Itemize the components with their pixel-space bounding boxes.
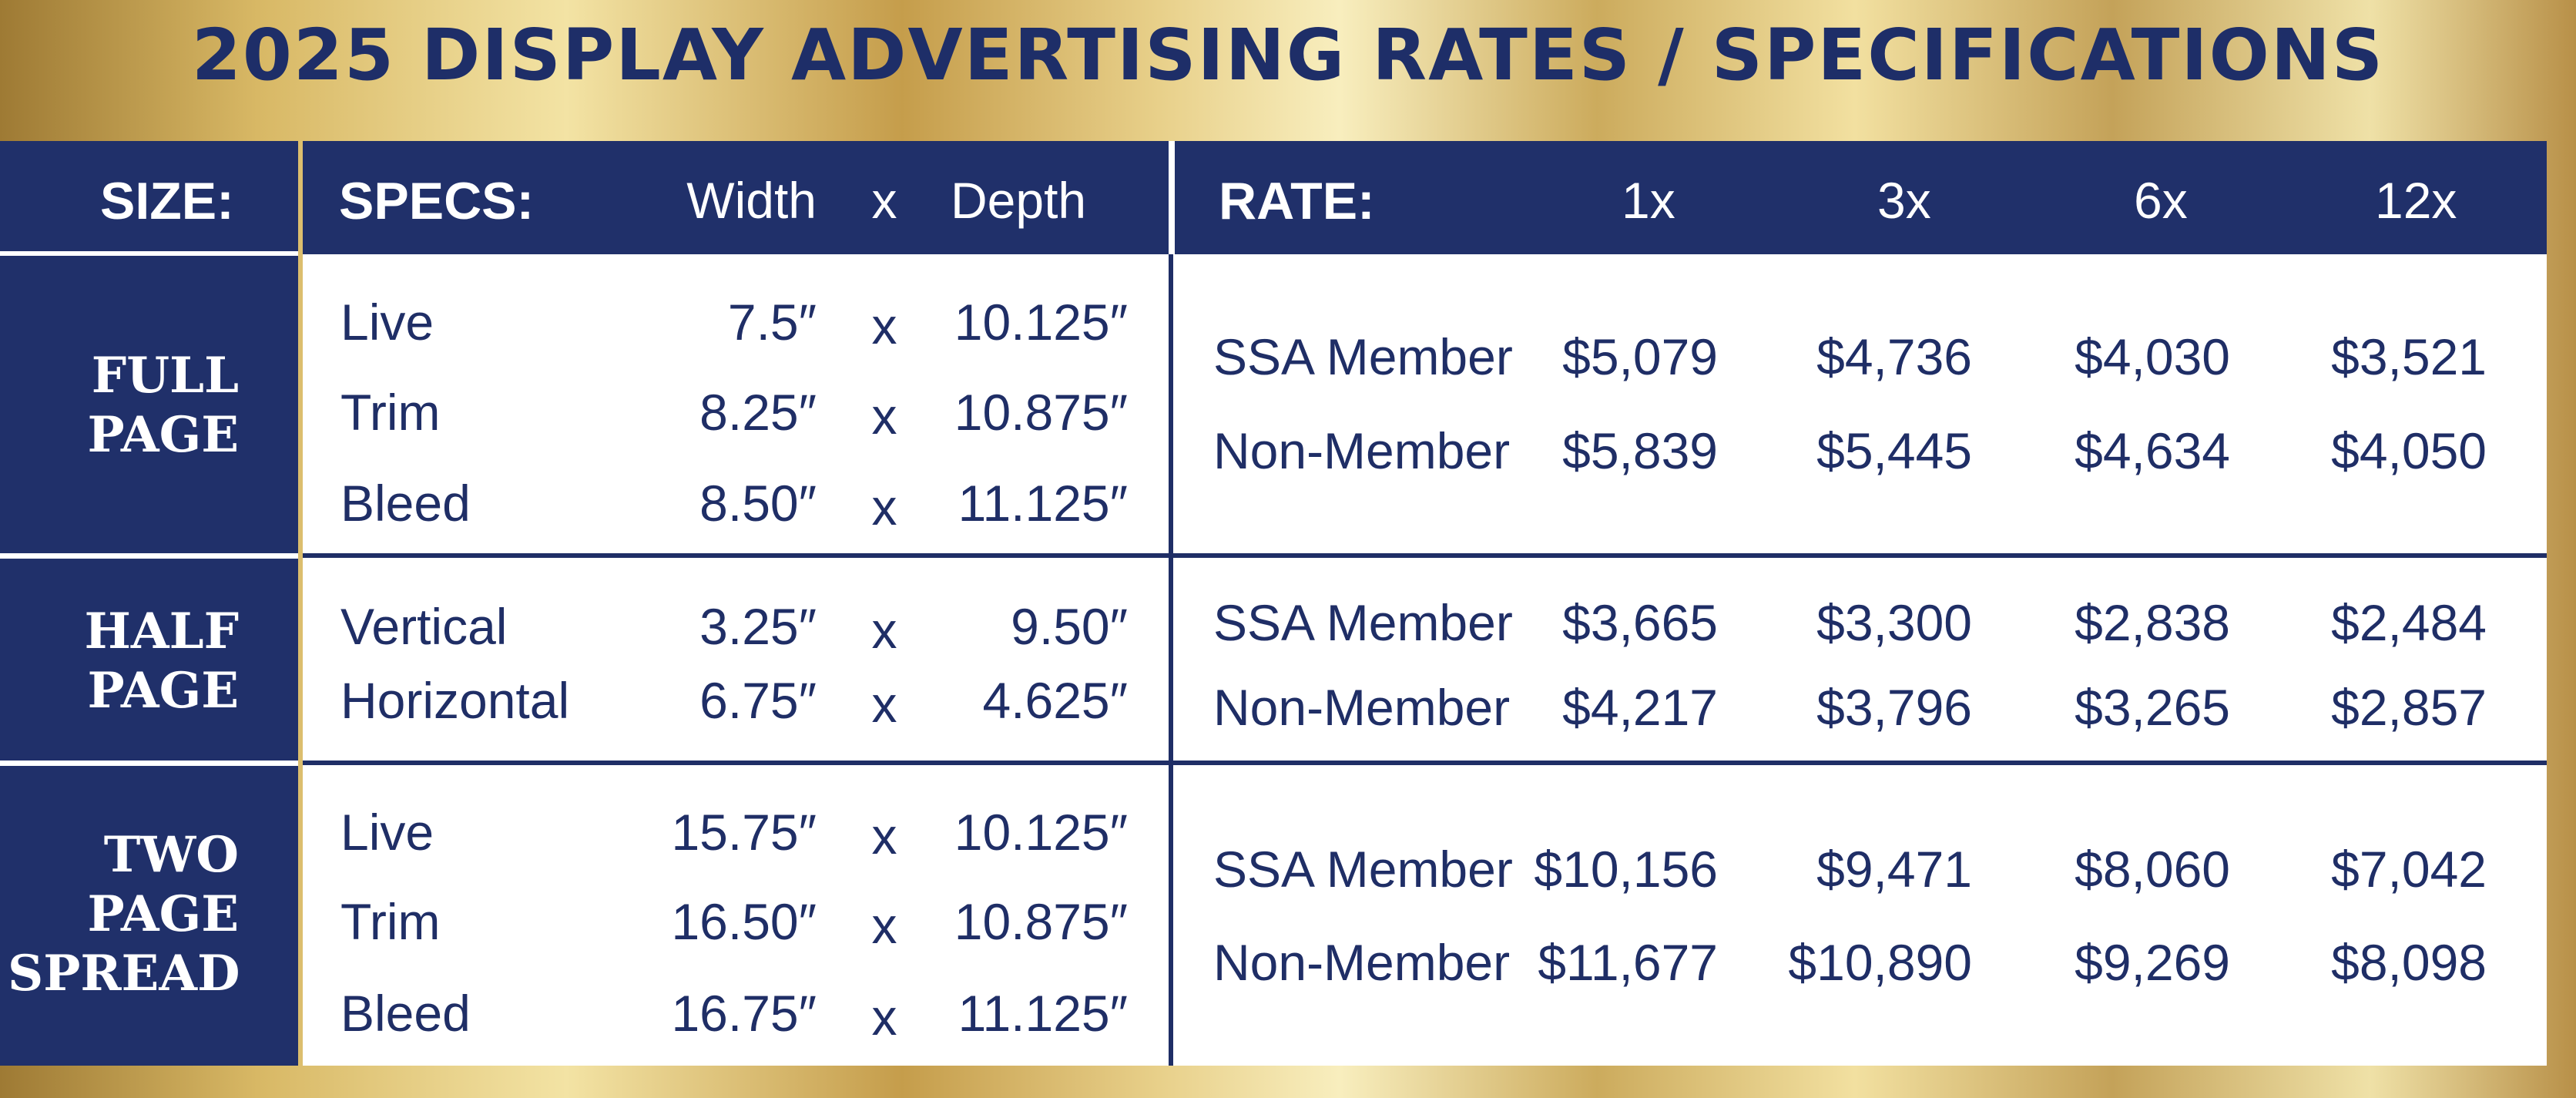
spec-depth: 10.125″ — [954, 804, 1128, 861]
spec-label: Live — [340, 804, 434, 861]
header-size: SIZE: — [100, 172, 234, 230]
spec-x: x — [871, 989, 897, 1046]
row-divider-2 — [303, 761, 2547, 765]
spec-x: x — [871, 297, 897, 354]
rate-value: $4,634 — [2075, 422, 2230, 479]
spec-width: 8.50″ — [699, 475, 817, 532]
spec-width: 7.5″ — [727, 294, 817, 351]
rate-label-nonmember: Non-Member — [1213, 679, 1511, 736]
size-line: HALF — [84, 603, 239, 660]
size-divider-2 — [0, 761, 298, 766]
rate-value: $5,079 — [1562, 328, 1718, 385]
rate-value: $2,838 — [2075, 594, 2230, 651]
spec-x: x — [871, 478, 897, 536]
rate-value: $8,060 — [2075, 841, 2230, 898]
size-line: SPREAD — [8, 944, 240, 1002]
header-specs: SPECS: — [339, 172, 535, 230]
size-line: PAGE — [87, 661, 239, 720]
rate-value: $3,521 — [2331, 328, 2487, 385]
spec-label: Bleed — [340, 985, 471, 1042]
spec-depth: 10.875″ — [954, 893, 1128, 950]
size-two-page-spread: TWO PAGE SPREAD — [8, 826, 240, 1003]
spec-label: Vertical — [340, 598, 508, 655]
rate-value: $4,050 — [2331, 422, 2487, 479]
spec-label: Bleed — [340, 475, 471, 532]
spec-depth: 10.125″ — [954, 294, 1128, 351]
header-x: x — [871, 172, 897, 229]
size-line: PAGE — [87, 885, 239, 943]
spec-depth: 11.125″ — [958, 475, 1128, 532]
rate-value: $5,839 — [1562, 422, 1718, 479]
rate-value: $3,796 — [1816, 679, 1972, 736]
rate-value: $7,042 — [2331, 841, 2487, 898]
rate-value: $4,217 — [1562, 679, 1718, 736]
rate-value: $9,269 — [2075, 934, 2230, 991]
spec-x: x — [871, 897, 897, 954]
spec-width: 3.25″ — [699, 598, 817, 655]
size-line: TWO — [103, 826, 239, 884]
rate-label-nonmember: Non-Member — [1213, 422, 1511, 479]
spec-width: 8.25″ — [699, 384, 817, 441]
spec-label: Trim — [340, 893, 441, 950]
rate-label-nonmember: Non-Member — [1213, 934, 1511, 991]
header-freq-12x: 12x — [2375, 172, 2457, 229]
rate-value: $4,736 — [1816, 328, 1972, 385]
rate-value: $3,265 — [2075, 679, 2230, 736]
page-title: 2025 DISPLAY ADVERTISING RATES / SPECIFI… — [191, 14, 2385, 96]
rate-value: $3,665 — [1562, 594, 1718, 651]
rate-value: $10,156 — [1534, 841, 1718, 898]
spec-label: Live — [340, 294, 434, 351]
size-divider-1 — [0, 553, 298, 559]
row-divider-1 — [303, 553, 2547, 558]
rate-label-member: SSA Member — [1213, 841, 1513, 898]
header-freq-1x: 1x — [1622, 172, 1675, 229]
spec-width: 16.50″ — [671, 893, 817, 950]
specs-rates-divider — [1169, 141, 1173, 1066]
header-vdivider — [1169, 141, 1175, 254]
rate-value: $9,471 — [1816, 841, 1972, 898]
spec-x: x — [871, 676, 897, 733]
size-half-page: HALF PAGE — [8, 603, 239, 721]
rate-value: $2,857 — [2331, 679, 2487, 736]
header-depth: Depth — [951, 172, 1087, 229]
header-freq-6x: 6x — [2134, 172, 2188, 229]
table-body — [303, 254, 2547, 1066]
rate-value: $10,890 — [1788, 934, 1972, 991]
spec-width: 15.75″ — [671, 804, 817, 861]
rate-value: $11,677 — [1538, 934, 1718, 991]
spec-x: x — [871, 388, 897, 445]
spec-x: x — [871, 808, 897, 865]
spec-depth: 9.50″ — [1011, 598, 1128, 655]
size-header-divider — [0, 251, 298, 256]
rate-value: $2,484 — [2331, 594, 2487, 651]
header-freq-3x: 3x — [1877, 172, 1931, 229]
spec-width: 6.75″ — [699, 672, 817, 729]
size-column — [0, 141, 298, 1066]
rate-value: $3,300 — [1816, 594, 1972, 651]
spec-depth: 11.125″ — [958, 985, 1128, 1042]
spec-label: Trim — [340, 384, 441, 441]
rate-value: $8,098 — [2331, 934, 2487, 991]
rate-value: $4,030 — [2075, 328, 2230, 385]
spec-label: Horizontal — [340, 672, 570, 729]
header-width: Width — [686, 172, 817, 229]
spec-width: 16.75″ — [671, 985, 817, 1042]
header-bar — [303, 141, 2547, 254]
size-line: FULL — [91, 347, 239, 405]
spec-depth: 10.875″ — [954, 384, 1128, 441]
size-line: PAGE — [87, 405, 239, 464]
spec-depth: 4.625″ — [982, 672, 1128, 729]
header-rate: RATE: — [1219, 172, 1375, 230]
rate-label-member: SSA Member — [1213, 594, 1513, 651]
size-full-page: FULL PAGE — [8, 347, 239, 465]
spec-x: x — [871, 602, 897, 659]
rate-label-member: SSA Member — [1213, 328, 1513, 385]
rate-value: $5,445 — [1816, 422, 1972, 479]
